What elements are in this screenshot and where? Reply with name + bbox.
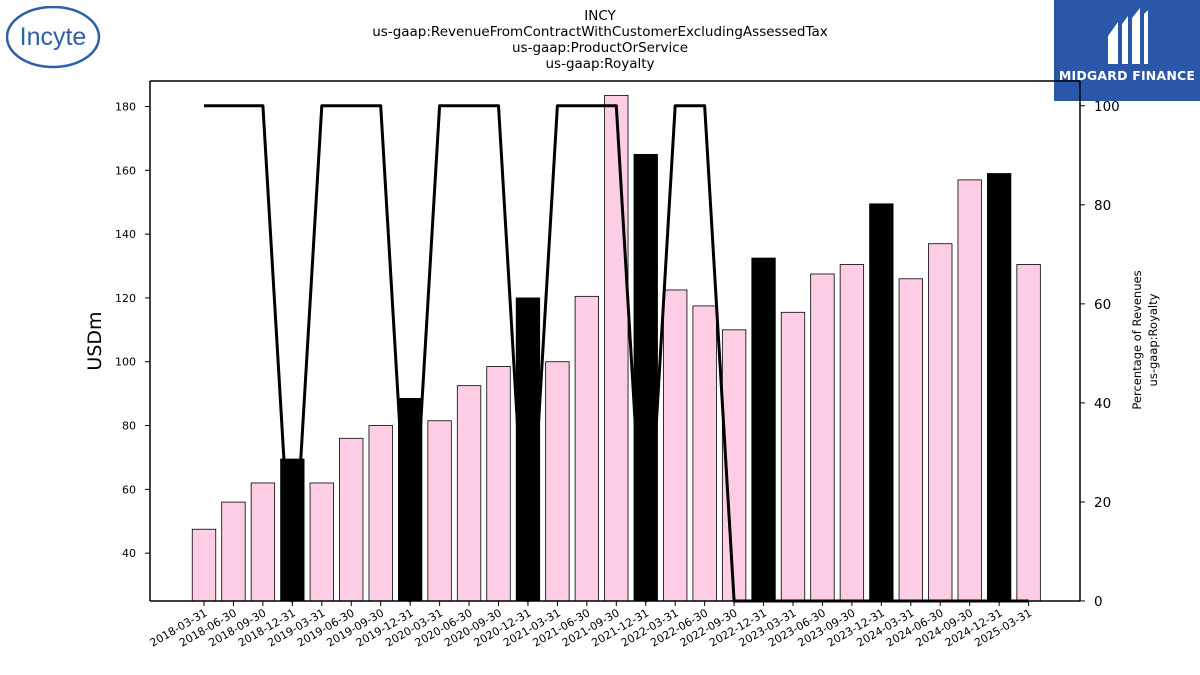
y2-tick-label-40: 40 <box>1094 396 1111 412</box>
title-axis: us-gaap:ProductOrService <box>511 40 689 56</box>
bar-2019-09-30 <box>368 425 393 602</box>
title-ticker: INCY <box>584 8 616 24</box>
y2-axis-label-line-1: Percentage of Revenues <box>1130 270 1144 409</box>
bar-2022-03-31 <box>663 289 688 602</box>
bar-2018-09-30 <box>250 482 276 602</box>
bar-2024-12-31 <box>987 173 1012 602</box>
bar-2019-03-31 <box>309 482 334 602</box>
bar-2024-09-30 <box>957 179 982 602</box>
y2-axis-label-line-2: us-gaap:Royalty <box>1146 293 1160 386</box>
y2-tick-label-0: 0 <box>1094 594 1103 610</box>
y-axis-label: USDm <box>84 311 106 370</box>
bar-2024-06-30 <box>928 243 953 602</box>
bar-2022-06-30 <box>692 305 717 602</box>
bar-2019-12-31 <box>397 398 423 602</box>
bar-2023-12-31 <box>869 203 894 602</box>
bar-2025-03-31 <box>1016 264 1041 602</box>
y-tick-label-80: 80 <box>122 420 136 433</box>
bars-group <box>191 94 1041 602</box>
y-tick-label-160: 160 <box>115 164 136 177</box>
y2-tick-label-100: 100 <box>1094 99 1120 115</box>
bar-2023-06-30 <box>810 273 835 602</box>
y-tick-label-60: 60 <box>122 483 136 496</box>
bar-2019-06-30 <box>339 437 364 602</box>
incyte-logo-text: Incyte <box>20 23 87 51</box>
title-member: us-gaap:Royalty <box>545 56 655 72</box>
bar-2018-06-30 <box>221 501 246 602</box>
y-tick-label-140: 140 <box>115 228 136 241</box>
y-tick-label-40: 40 <box>122 547 136 560</box>
y2-tick-label-20: 20 <box>1094 495 1111 511</box>
title-metric: us-gaap:RevenueFromContractWithCustomerE… <box>372 24 828 40</box>
bar-2021-03-31 <box>545 361 570 602</box>
bar-2024-03-31 <box>898 278 923 602</box>
bar-2023-03-31 <box>780 311 806 602</box>
bar-2021-09-30 <box>604 94 629 602</box>
y-tick-label-100: 100 <box>115 356 136 369</box>
y2-tick-label-60: 60 <box>1094 297 1111 313</box>
incyte-logo: Incyte <box>5 5 102 70</box>
bar-2018-03-31 <box>191 528 217 602</box>
midgard-finance-logo: MIDGARD FINANCE <box>1054 0 1200 101</box>
midgard-finance-logo-text: MIDGARD FINANCE <box>1058 68 1196 83</box>
y2-tick-label-80: 80 <box>1094 198 1111 214</box>
bar-2022-12-31 <box>751 257 776 602</box>
y-tick-label-180: 180 <box>115 101 136 114</box>
bar-2020-03-31 <box>427 420 452 602</box>
y-tick-label-120: 120 <box>115 292 136 305</box>
bar-2020-06-30 <box>456 385 482 602</box>
bar-2020-09-30 <box>486 366 511 602</box>
bar-2021-12-31 <box>633 153 658 602</box>
bar-2023-09-30 <box>839 264 865 602</box>
bar-2021-06-30 <box>574 295 599 602</box>
